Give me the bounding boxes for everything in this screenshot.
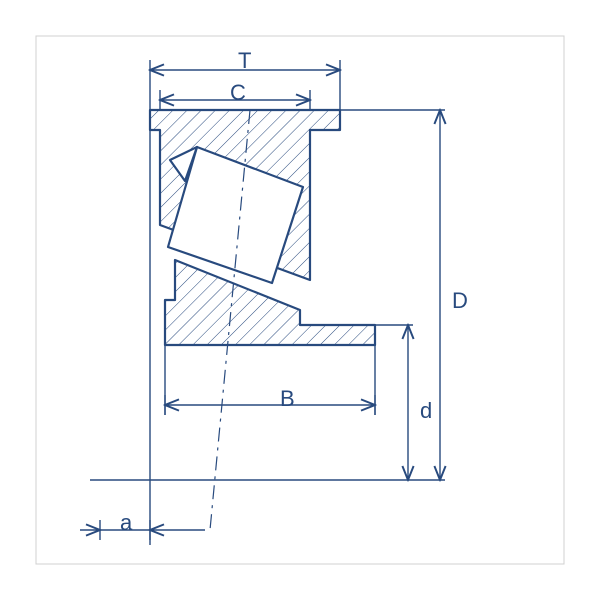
dim-label-D: D — [452, 288, 468, 314]
dim-label-a: a — [120, 510, 132, 536]
dim-label-B: B — [280, 386, 295, 412]
bearing-diagram: T C B a D d — [0, 0, 600, 600]
dim-label-d: d — [420, 398, 432, 424]
dim-label-T: T — [238, 48, 251, 74]
diagram-svg — [0, 0, 600, 600]
dim-label-C: C — [230, 80, 246, 106]
